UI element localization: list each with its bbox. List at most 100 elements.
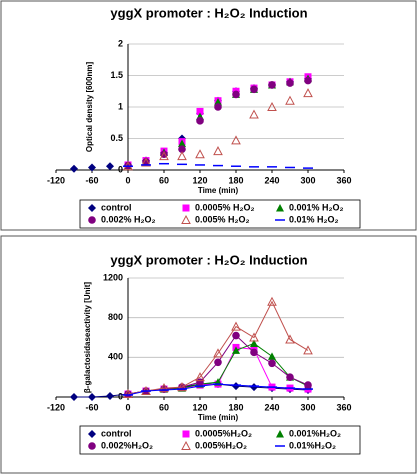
x-tick-label: 360 bbox=[336, 175, 351, 185]
legend-label: 0.001% H₂O₂ bbox=[289, 202, 344, 212]
marker bbox=[159, 151, 169, 161]
x-tick-label: 360 bbox=[336, 402, 351, 412]
legend-label: 0.005%H₂O₂ bbox=[195, 440, 247, 450]
marker bbox=[214, 358, 222, 367]
marker bbox=[195, 372, 205, 382]
marker bbox=[303, 88, 313, 98]
marker bbox=[286, 373, 294, 381]
marker bbox=[232, 346, 240, 354]
marker bbox=[123, 388, 133, 399]
marker bbox=[267, 101, 277, 111]
y-tick-label: 2 bbox=[118, 38, 123, 48]
x-axis-label: Time (min) bbox=[198, 186, 239, 195]
marker bbox=[182, 430, 190, 438]
marker bbox=[142, 158, 150, 166]
x-tick-label: 180 bbox=[228, 175, 243, 185]
marker bbox=[141, 157, 151, 167]
legend-label: control bbox=[101, 428, 132, 438]
legend-box bbox=[79, 199, 361, 229]
marker bbox=[181, 214, 191, 224]
legend-label: 0.0005% H₂O₂ bbox=[195, 202, 255, 212]
marker bbox=[231, 321, 241, 331]
y-tick-label: 1 bbox=[118, 101, 123, 111]
marker bbox=[213, 146, 223, 156]
x-axis-label: Time (min) bbox=[198, 413, 239, 422]
legend-label: 0.01% H₂O₂ bbox=[289, 214, 339, 224]
marker bbox=[249, 109, 259, 119]
y-tick-label: 0 bbox=[118, 164, 123, 174]
x-tick-label: 0 bbox=[125, 175, 130, 185]
marker bbox=[196, 117, 204, 125]
marker bbox=[195, 149, 205, 159]
marker bbox=[231, 135, 241, 145]
legend-label: 0.0005%H₂O₂ bbox=[195, 428, 252, 438]
x-tick-label: -60 bbox=[85, 175, 98, 185]
marker bbox=[106, 392, 114, 401]
y-tick-label: 0 bbox=[118, 391, 123, 401]
legend-box bbox=[79, 425, 361, 455]
marker bbox=[232, 382, 240, 391]
marker bbox=[88, 216, 96, 224]
x-tick-label: 240 bbox=[264, 175, 279, 185]
x-tick-label: 0 bbox=[125, 402, 130, 412]
marker bbox=[268, 359, 276, 368]
x-tick-label: 300 bbox=[300, 175, 315, 185]
marker bbox=[178, 139, 186, 148]
x-tick-label: 180 bbox=[228, 402, 243, 412]
marker bbox=[177, 382, 187, 392]
series-line bbox=[127, 300, 309, 395]
legend-label: 0.01%H₂O₂ bbox=[289, 440, 336, 450]
marker bbox=[250, 85, 258, 94]
legend-label: 0.002% H₂O₂ bbox=[101, 214, 156, 224]
marker bbox=[268, 352, 276, 360]
marker bbox=[177, 151, 187, 161]
marker bbox=[182, 204, 190, 212]
marker bbox=[276, 204, 284, 212]
legend-label: control bbox=[101, 202, 132, 212]
marker bbox=[232, 90, 240, 99]
marker bbox=[250, 339, 258, 347]
marker bbox=[106, 162, 114, 171]
marker bbox=[70, 164, 78, 173]
marker bbox=[267, 296, 277, 306]
marker bbox=[70, 393, 78, 401]
marker bbox=[250, 348, 258, 357]
x-tick-label: 60 bbox=[159, 175, 169, 185]
marker bbox=[159, 383, 169, 393]
y-axis-label: β-galactosidaseactivity [Unit] bbox=[83, 282, 92, 393]
marker bbox=[285, 95, 295, 105]
marker bbox=[285, 334, 295, 344]
marker bbox=[88, 393, 96, 401]
marker bbox=[250, 383, 258, 392]
marker bbox=[178, 145, 186, 154]
marker bbox=[304, 381, 312, 389]
x-tick-label: 240 bbox=[264, 402, 279, 412]
chart-title: yggX promoter : H₂O₂ Induction bbox=[110, 5, 307, 20]
chart-title: yggX promoter : H₂O₂ Induction bbox=[110, 252, 307, 267]
legend-label: 0.001%H₂O₂ bbox=[289, 428, 341, 438]
legend-label: 0.002%H₂O₂ bbox=[101, 440, 153, 450]
marker bbox=[196, 378, 204, 386]
marker bbox=[88, 204, 96, 212]
marker bbox=[124, 390, 132, 398]
legend-label: 0.005% H₂O₂ bbox=[195, 214, 250, 224]
marker bbox=[88, 442, 96, 450]
y-axis-label: Optical density [600nm] bbox=[85, 62, 94, 153]
marker bbox=[196, 107, 204, 115]
y-tick-label: 1.5 bbox=[110, 70, 123, 80]
marker bbox=[286, 79, 294, 87]
y-tick-label: 1200 bbox=[103, 272, 123, 282]
marker bbox=[181, 440, 191, 450]
y-tick-label: 800 bbox=[108, 312, 123, 322]
x-tick-label: -60 bbox=[85, 402, 98, 412]
marker bbox=[88, 163, 96, 172]
marker bbox=[303, 345, 313, 355]
x-tick-label: 60 bbox=[159, 402, 169, 412]
x-tick-label: 120 bbox=[192, 402, 207, 412]
x-tick-label: 120 bbox=[192, 175, 207, 185]
panel bbox=[0, 235, 417, 474]
panel bbox=[0, 0, 417, 231]
marker bbox=[304, 76, 312, 85]
